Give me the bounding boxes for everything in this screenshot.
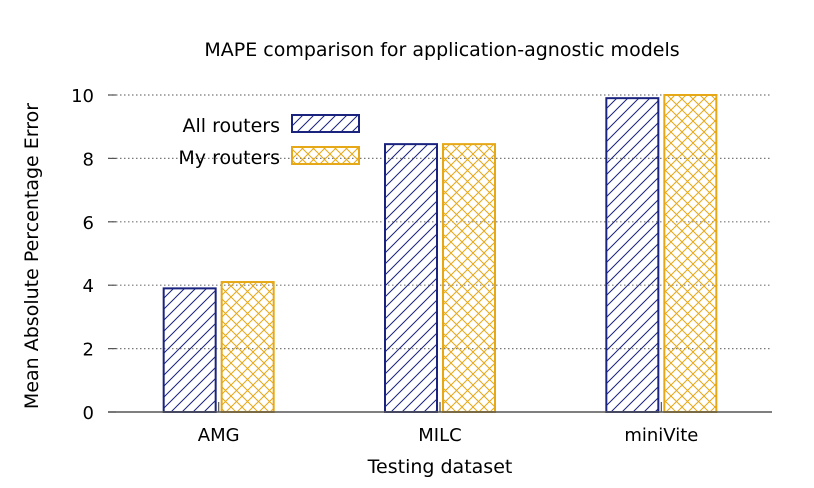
x-tick-label: AMG bbox=[198, 425, 240, 446]
bar-my-routers-amg bbox=[220, 281, 275, 413]
y-tick-label: 4 bbox=[83, 276, 94, 297]
y-tick-label: 6 bbox=[83, 213, 94, 234]
bars bbox=[162, 94, 718, 413]
x-axis-ticks: AMG MILC miniVite bbox=[198, 402, 698, 446]
y-tick-label: 2 bbox=[83, 340, 94, 361]
chart-title: MAPE comparison for application-agnostic… bbox=[204, 39, 679, 61]
gridlines bbox=[108, 94, 772, 350]
y-axis-ticks: 0 2 4 6 8 10 bbox=[71, 86, 116, 424]
x-tick-label: MILC bbox=[418, 425, 461, 446]
y-axis-label: Mean Absolute Percentage Error bbox=[21, 103, 43, 409]
bar-my-routers-minivite bbox=[663, 94, 718, 413]
legend-swatch bbox=[291, 146, 360, 165]
x-tick-label: miniVite bbox=[624, 425, 698, 446]
legend-label: All routers bbox=[182, 115, 280, 137]
y-tick-label: 10 bbox=[71, 86, 94, 107]
y-tick-label: 8 bbox=[83, 149, 94, 170]
bar-all-routers-milc bbox=[384, 143, 438, 413]
bar-all-routers-minivite bbox=[605, 97, 660, 413]
bar-all-routers-amg bbox=[162, 287, 217, 413]
bar-my-routers-milc bbox=[442, 143, 496, 413]
legend: All routers My routers bbox=[178, 114, 360, 169]
y-tick-label: 0 bbox=[83, 403, 94, 424]
x-axis-label: Testing dataset bbox=[367, 456, 513, 478]
legend-label: My routers bbox=[178, 147, 280, 169]
legend-swatch bbox=[291, 114, 360, 133]
